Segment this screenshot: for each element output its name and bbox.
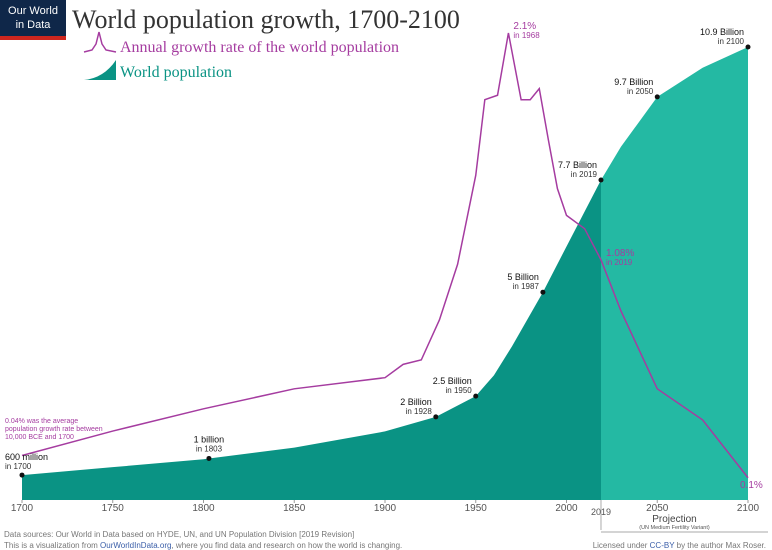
point-sub: in 1950 xyxy=(446,386,473,395)
footer-link[interactable]: OurWorldInData.org xyxy=(100,541,172,550)
point xyxy=(540,289,546,295)
license-link[interactable]: CC-BY xyxy=(649,541,675,550)
footer-line: This is a visualization from OurWorldInD… xyxy=(4,541,402,550)
point-sub: in 1987 xyxy=(513,282,540,291)
point-label: 1 billion xyxy=(194,434,225,444)
logo-text: Our World xyxy=(8,5,58,17)
x-tick-label: 2000 xyxy=(555,503,578,514)
x-tick-label: 1900 xyxy=(374,503,397,514)
annotation: 0.04% was the average population growth … xyxy=(5,418,103,441)
legend: Annual growth rate of the world populati… xyxy=(83,31,399,81)
x-tick-label: 1750 xyxy=(102,503,125,514)
footer-text: , where you find data and research on ho… xyxy=(171,541,403,550)
growth-sub: in 1968 xyxy=(513,31,540,40)
footer-text: This is a visualization from xyxy=(4,541,101,550)
x-tick-label: 1850 xyxy=(283,503,306,514)
chart-title: World population growth, 1700-2100 xyxy=(72,5,460,34)
x-tick-label: 2050 xyxy=(646,503,669,514)
legend-line-icon xyxy=(83,31,117,53)
projection-note: (UN Medium Fertility Variant) xyxy=(639,525,710,531)
area xyxy=(22,179,601,500)
point-label: 2.5 Billion xyxy=(433,376,472,386)
x-tick-label: 1700 xyxy=(11,503,34,514)
footer-license: Licensed under CC-BY by the author Max R… xyxy=(593,541,766,550)
x-tick-label: 2100 xyxy=(737,503,760,514)
footer-text: by the author Max Roser. xyxy=(674,541,766,550)
legend-area-icon xyxy=(84,60,116,80)
point-label: 10.9 Billion xyxy=(700,27,744,37)
point-sub: in 1700 xyxy=(5,462,32,471)
legend-label: World population xyxy=(120,64,232,81)
area-projection xyxy=(600,47,748,500)
point-sub: in 2100 xyxy=(718,37,745,46)
point xyxy=(654,94,660,100)
point xyxy=(598,177,604,183)
growth-label: 0.1% xyxy=(740,480,763,491)
line xyxy=(21,32,749,479)
point-sub: in 1928 xyxy=(406,407,433,416)
logo-bar xyxy=(0,36,66,40)
point xyxy=(745,44,751,50)
projection-year: 2019 xyxy=(591,507,611,517)
projection-label: Projection xyxy=(652,514,696,525)
plot: 1700 1750 1800 1850 1900 1950 2000 2050 2100 2019… xyxy=(5,21,768,533)
point-label: 600 million xyxy=(5,452,48,462)
point-sub: in 1803 xyxy=(196,444,223,453)
point xyxy=(19,472,25,478)
point-sub: in 2019 xyxy=(571,170,598,179)
x-tick-label: 1800 xyxy=(192,503,215,514)
point-label: 7.7 Billion xyxy=(558,160,597,170)
point-label: 2 Billion xyxy=(400,397,432,407)
point xyxy=(433,414,439,420)
logo-text: in Data xyxy=(16,19,52,31)
point-sub: in 2050 xyxy=(627,87,654,96)
point-label: 9.7 Billion xyxy=(614,77,653,87)
growth-label: 1.08% xyxy=(606,248,634,259)
point-label: 5 Billion xyxy=(507,272,539,282)
growth-label: 2.1% xyxy=(513,21,536,32)
point xyxy=(473,393,479,399)
x-tick-label: 1950 xyxy=(465,503,488,514)
footer-text: Licensed under xyxy=(592,541,650,550)
logo-box xyxy=(0,0,66,40)
legend-label: Annual growth rate of the world populati… xyxy=(120,39,399,56)
growth-sub: in 2019 xyxy=(606,258,633,267)
footer-source: Data sources: Our World in Data based on… xyxy=(4,530,355,539)
point xyxy=(206,455,212,461)
